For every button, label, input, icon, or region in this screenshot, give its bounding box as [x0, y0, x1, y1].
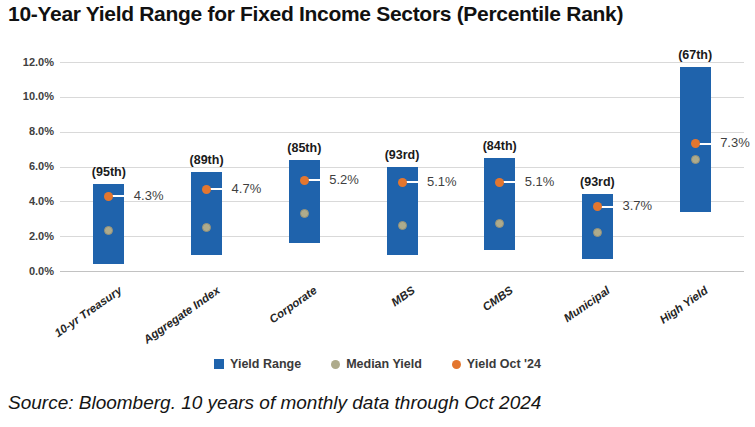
percentile-label: (67th): [655, 48, 735, 62]
yield-oct24-dot: [104, 192, 113, 201]
y-axis-tick-label: 6.0%: [10, 160, 54, 172]
yield-oct24-dot: [495, 178, 504, 187]
legend-item: Yield Oct '24: [452, 357, 541, 371]
x-axis-category-label: Aggregate Index: [111, 284, 221, 366]
legend-swatch-circle: [452, 360, 461, 369]
percentile-label: (84th): [460, 139, 540, 153]
yield-value-label: 5.2%: [329, 172, 359, 187]
gridline: [60, 132, 744, 133]
gridline: [60, 97, 744, 98]
yield-oct24-dot: [202, 185, 211, 194]
median-yield-dot: [398, 221, 407, 230]
yield-value-label: 5.1%: [525, 174, 555, 189]
leader-line: [405, 181, 425, 183]
percentile-label: (95th): [69, 165, 149, 179]
y-axis-tick-label: 10.0%: [10, 90, 54, 102]
legend-swatch-circle: [331, 360, 340, 369]
percentile-label: (93rd): [362, 148, 442, 162]
x-axis-category-label: Corporate: [209, 284, 319, 366]
yield-range-bar: [484, 158, 515, 250]
leader-line: [503, 181, 523, 183]
leader-line: [112, 195, 132, 197]
yield-value-label: 4.3%: [134, 188, 164, 203]
leader-line: [698, 143, 718, 145]
yield-oct24-dot: [398, 178, 407, 187]
yield-value-label: 7.3%: [720, 135, 750, 150]
yield-value-label: 5.1%: [427, 174, 457, 189]
x-axis-category-label: MBS: [307, 284, 417, 366]
leader-line: [210, 188, 230, 190]
gridline: [60, 271, 744, 272]
median-yield-dot: [691, 155, 700, 164]
legend-swatch-square: [214, 359, 224, 369]
gridline: [60, 62, 744, 63]
median-yield-dot: [300, 209, 309, 218]
yield-range-bar: [289, 160, 320, 244]
yield-oct24-dot: [300, 176, 309, 185]
legend-label: Yield Oct '24: [467, 357, 541, 371]
y-axis-tick-label: 2.0%: [10, 230, 54, 242]
y-axis-tick-label: 8.0%: [10, 125, 54, 137]
percentile-label: (85th): [264, 141, 344, 155]
yield-oct24-dot: [593, 202, 602, 211]
legend-item: Median Yield: [331, 357, 422, 371]
y-axis-tick-label: 12.0%: [10, 56, 54, 68]
leader-line: [307, 179, 327, 181]
legend-label: Yield Range: [230, 357, 301, 371]
percentile-label: (93rd): [557, 175, 637, 189]
x-axis-category-label: CMBS: [404, 284, 514, 366]
y-axis-tick-label: 4.0%: [10, 195, 54, 207]
yield-value-label: 3.7%: [622, 198, 652, 213]
leader-line: [600, 206, 620, 208]
median-yield-dot: [202, 223, 211, 232]
x-axis-category-label: Municipal: [502, 284, 612, 366]
source-note: Source: Bloomberg. 10 years of monthly d…: [8, 392, 748, 414]
y-axis-tick-label: 0.0%: [10, 265, 54, 277]
x-axis-category-label: 10-yr Treasury: [14, 284, 124, 366]
chart-page: 10-Year Yield Range for Fixed Income Sec…: [0, 0, 755, 427]
yield-value-label: 4.7%: [232, 181, 262, 196]
yield-oct24-dot: [691, 139, 700, 148]
legend-label: Median Yield: [346, 357, 422, 371]
legend-item: Yield Range: [214, 357, 301, 371]
percentile-label: (89th): [167, 153, 247, 167]
legend: Yield Range Median Yield Yield Oct '24: [0, 357, 755, 371]
x-axis-category-label: High Yield: [600, 284, 710, 366]
